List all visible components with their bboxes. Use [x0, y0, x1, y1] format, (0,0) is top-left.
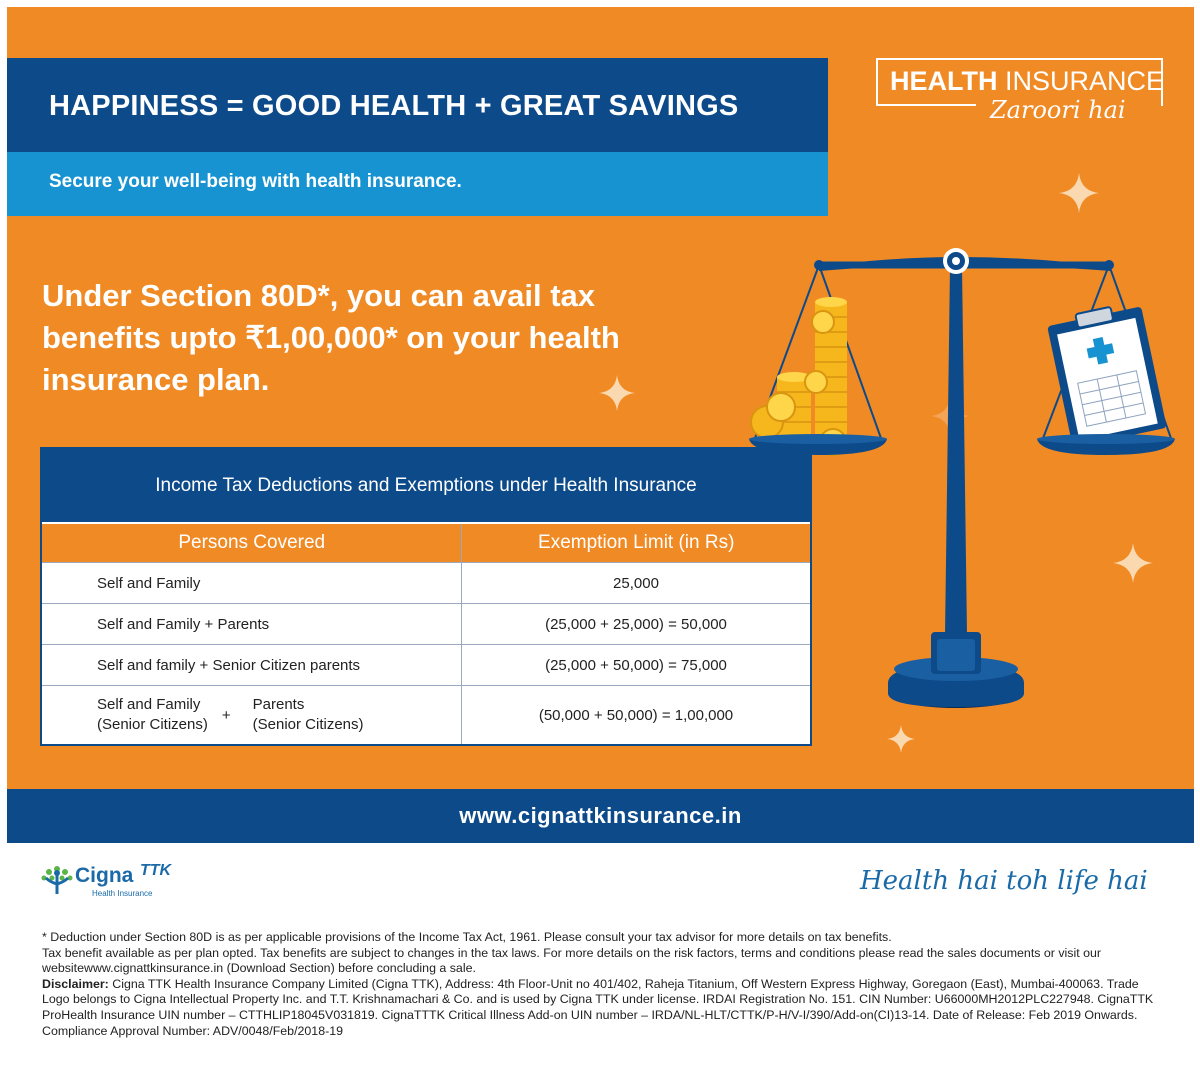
coin-stack-icon	[750, 297, 847, 456]
table-header-row: Persons Covered Exemption Limit (in Rs)	[42, 522, 810, 562]
tree-icon	[41, 866, 73, 894]
disclaimer-body: Cigna TTK Health Insurance Company Limit…	[42, 976, 1154, 1022]
disclaimer-line: Disclaimer: Cigna TTK Health Insurance C…	[42, 977, 1162, 1024]
persons-cell: Self and Family + Parents	[42, 604, 462, 644]
brand-light: INSURANCE	[997, 66, 1165, 96]
table-title: Income Tax Deductions and Exemptions und…	[42, 449, 810, 522]
sparkle-icon	[1113, 543, 1153, 583]
plus-sign: +	[221, 706, 231, 724]
limit-cell: 25,000	[613, 574, 659, 592]
persons-cell: Self and Family (Senior Citizens) + Pare…	[42, 686, 462, 744]
persons-a-line2: (Senior Citizens)	[97, 716, 208, 733]
brand-bold: HEALTH	[890, 66, 998, 96]
balance-scale-illustration	[749, 248, 1175, 708]
table-row: Self and family + Senior Citizen parents…	[42, 644, 810, 685]
brand-frame	[876, 58, 1163, 106]
headline: Under Section 80D*, you can avail tax be…	[42, 278, 620, 397]
persons-cell: Self and family + Senior Citizen parents	[42, 645, 462, 685]
table-row: Self and Family + Parents (25,000 + 25,0…	[42, 603, 810, 644]
limit-cell: (50,000 + 50,000) = 1,00,000	[538, 706, 734, 724]
column-header-limit: Exemption Limit (in Rs)	[538, 532, 735, 553]
persons-b-line2: (Senior Citizens)	[252, 716, 364, 733]
tax-deduction-table: Income Tax Deductions and Exemptions und…	[40, 447, 812, 746]
persons-b-line1: Parents	[252, 696, 305, 713]
brand-script: Zaroori hai	[984, 96, 1132, 124]
title-band: HAPPINESS = GOOD HEALTH + GREAT SAVINGS	[7, 58, 828, 159]
column-header-persons: Persons Covered	[42, 524, 463, 562]
subtitle-band: Secure your well-being with health insur…	[7, 152, 828, 216]
website-link[interactable]: www.cignattkinsurance.in	[7, 789, 1194, 843]
disclaimer-line: * Deduction under Section 80D is as per …	[42, 930, 892, 944]
limit-cell: (25,000 + 25,000) = 50,000	[545, 615, 727, 633]
logo-cigna-text: Cigna	[75, 864, 134, 887]
logo-subtext: Health Insurance	[92, 889, 153, 898]
disclaimer-line: Tax benefit available as per plan opted.…	[42, 945, 1102, 976]
table-row: Self and Family 25,000	[42, 562, 810, 603]
clipboard-icon	[1047, 306, 1167, 447]
persons-cell: Self and Family	[42, 563, 462, 603]
persons-pair: Self and Family (Senior Citizens) + Pare…	[97, 695, 364, 735]
logo-ttk-mark: TTK	[140, 862, 172, 879]
page-subtitle: Secure your well-being with health insur…	[49, 171, 462, 192]
sparkle-icon	[887, 725, 915, 753]
brand-heading: HEALTH INSURANCE	[890, 66, 1164, 97]
disclaimer-line: Compliance Approval Number: ADV/0048/Feb…	[42, 1023, 343, 1038]
persons-group-b: Parents (Senior Citizens)	[253, 695, 364, 735]
disclaimer-label: Disclaimer:	[42, 976, 109, 991]
brand-badge: HEALTH INSURANCE Zaroori hai	[876, 58, 1164, 133]
limit-cell: (25,000 + 50,000) = 75,000	[545, 656, 727, 674]
sparkle-icon	[599, 375, 635, 411]
disclaimer: * Deduction under Section 80D is as per …	[42, 930, 1162, 1039]
table-row: Self and Family (Senior Citizens) + Pare…	[42, 685, 810, 744]
persons-a-line1: Self and Family	[97, 696, 201, 713]
brand-underline	[876, 104, 976, 106]
sparkle-icon	[1059, 173, 1099, 213]
tagline: Health hai toh life hai	[860, 866, 1148, 896]
cigna-ttk-logo: Cigna TTK Health Insurance	[40, 862, 190, 902]
page-title: HAPPINESS = GOOD HEALTH + GREAT SAVINGS	[49, 90, 739, 122]
poster: HAPPINESS = GOOD HEALTH + GREAT SAVINGS …	[7, 7, 1194, 843]
persons-group-a: Self and Family (Senior Citizens)	[97, 695, 208, 735]
